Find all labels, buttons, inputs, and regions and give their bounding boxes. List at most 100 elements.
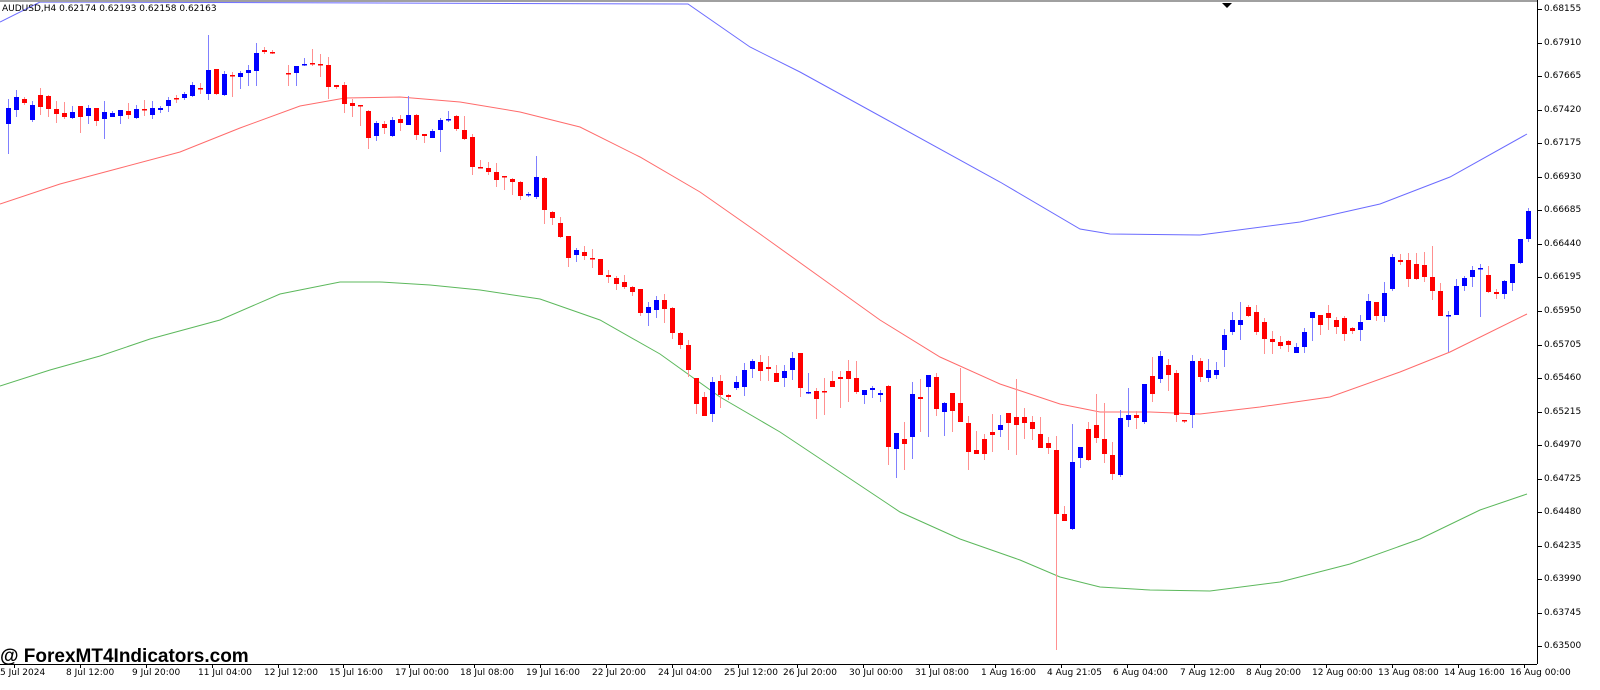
candle	[374, 121, 379, 141]
candle	[310, 49, 315, 66]
candle	[182, 92, 187, 100]
candle	[1206, 359, 1211, 382]
time-tick	[1392, 664, 1393, 668]
candle	[1518, 239, 1523, 264]
candle	[526, 192, 531, 197]
time-tick	[995, 664, 996, 668]
candle	[294, 66, 299, 86]
candle	[1374, 302, 1379, 321]
time-tick	[606, 664, 607, 668]
candle	[534, 156, 539, 199]
price-label: 0.67175	[1544, 138, 1582, 149]
candle	[1158, 351, 1163, 383]
candle	[1198, 358, 1203, 382]
time-tick	[212, 664, 213, 668]
candle	[150, 101, 155, 119]
candle	[1414, 253, 1419, 280]
candle	[230, 72, 235, 97]
candle	[398, 115, 403, 131]
time-label: 31 Jul 08:00	[915, 668, 969, 678]
candle	[262, 47, 267, 54]
candle	[134, 105, 139, 119]
candle	[366, 110, 371, 149]
candle	[1014, 379, 1019, 455]
time-tick	[1260, 664, 1261, 668]
time-tick	[672, 664, 673, 668]
price-tick	[1538, 243, 1542, 245]
price-label: 0.64480	[1544, 507, 1582, 518]
candle	[22, 97, 27, 105]
time-tick	[146, 664, 147, 668]
candle	[94, 108, 99, 126]
candle	[1478, 264, 1483, 317]
time-axis[interactable]: 5 Jul 2024 8 Jul 12:00 9 Jul 20:00 11 Jul 0…	[0, 664, 1571, 690]
candle	[1246, 305, 1251, 317]
candle	[702, 392, 707, 416]
candle	[30, 101, 35, 122]
price-axis[interactable]: 0.68155 0.67910 0.67665 0.67420 0.67175 0.669…	[1537, 0, 1600, 664]
candle	[1126, 388, 1131, 427]
candle	[1214, 362, 1219, 379]
candle	[1254, 305, 1259, 335]
time-tick	[929, 664, 930, 668]
price-tick	[1538, 76, 1542, 78]
time-label: 5 Jul 2024	[0, 668, 46, 678]
candle	[1382, 282, 1387, 322]
price-tick	[1538, 344, 1542, 346]
candle	[958, 368, 963, 422]
candle	[646, 302, 651, 326]
candle	[766, 356, 771, 381]
candle	[446, 111, 451, 122]
candle	[1358, 315, 1363, 341]
candle	[118, 110, 123, 124]
candle	[542, 177, 547, 224]
price-tick	[1538, 143, 1542, 145]
candle	[726, 394, 731, 400]
candle	[1502, 280, 1507, 299]
chart-shift-marker-icon[interactable]	[1222, 3, 1232, 8]
candle	[550, 211, 555, 225]
price-tick	[1538, 445, 1542, 447]
candle	[6, 99, 11, 154]
candle	[654, 296, 659, 318]
candle	[814, 388, 819, 419]
candle	[862, 390, 867, 404]
time-label: 4 Aug 21:05	[1047, 668, 1102, 678]
candle	[158, 106, 163, 113]
candle	[1486, 266, 1491, 293]
price-label: 0.66440	[1544, 238, 1582, 249]
candlestick-plot	[0, 2, 1531, 650]
candle	[1190, 355, 1195, 428]
time-label: 30 Jul 00:00	[849, 668, 903, 678]
candle	[782, 365, 787, 387]
candle	[830, 371, 835, 387]
time-label: 26 Jul 20:00	[783, 668, 837, 678]
time-tick	[1127, 664, 1128, 668]
candle	[190, 82, 195, 97]
price-label: 0.65950	[1544, 305, 1582, 316]
symbol-ohlc-info: AUDUSD,H4 0.62174 0.62193 0.62158 0.6216…	[2, 4, 217, 14]
candle	[566, 236, 571, 267]
candle	[86, 105, 91, 124]
price-label: 0.63745	[1544, 607, 1582, 618]
candle	[350, 99, 355, 117]
candle	[1022, 408, 1027, 439]
price-tick	[1538, 42, 1542, 44]
price-label: 0.66685	[1544, 205, 1582, 216]
time-tick	[738, 664, 739, 668]
time-label: 24 Jul 04:00	[658, 668, 712, 678]
time-tick	[80, 664, 81, 668]
candle	[1094, 394, 1099, 443]
candle	[334, 85, 339, 89]
time-label: 6 Aug 04:00	[1113, 668, 1168, 678]
candle	[798, 353, 803, 397]
chart-area[interactable]: AUDUSD,H4 0.62174 0.62193 0.62158 0.6216…	[0, 0, 1537, 667]
candle	[1238, 302, 1243, 340]
candle	[206, 35, 211, 100]
candle	[622, 275, 627, 289]
candle	[1462, 276, 1467, 291]
candle	[878, 390, 883, 402]
candle	[1174, 370, 1179, 422]
candle	[678, 332, 683, 349]
price-label: 0.64725	[1544, 473, 1582, 484]
